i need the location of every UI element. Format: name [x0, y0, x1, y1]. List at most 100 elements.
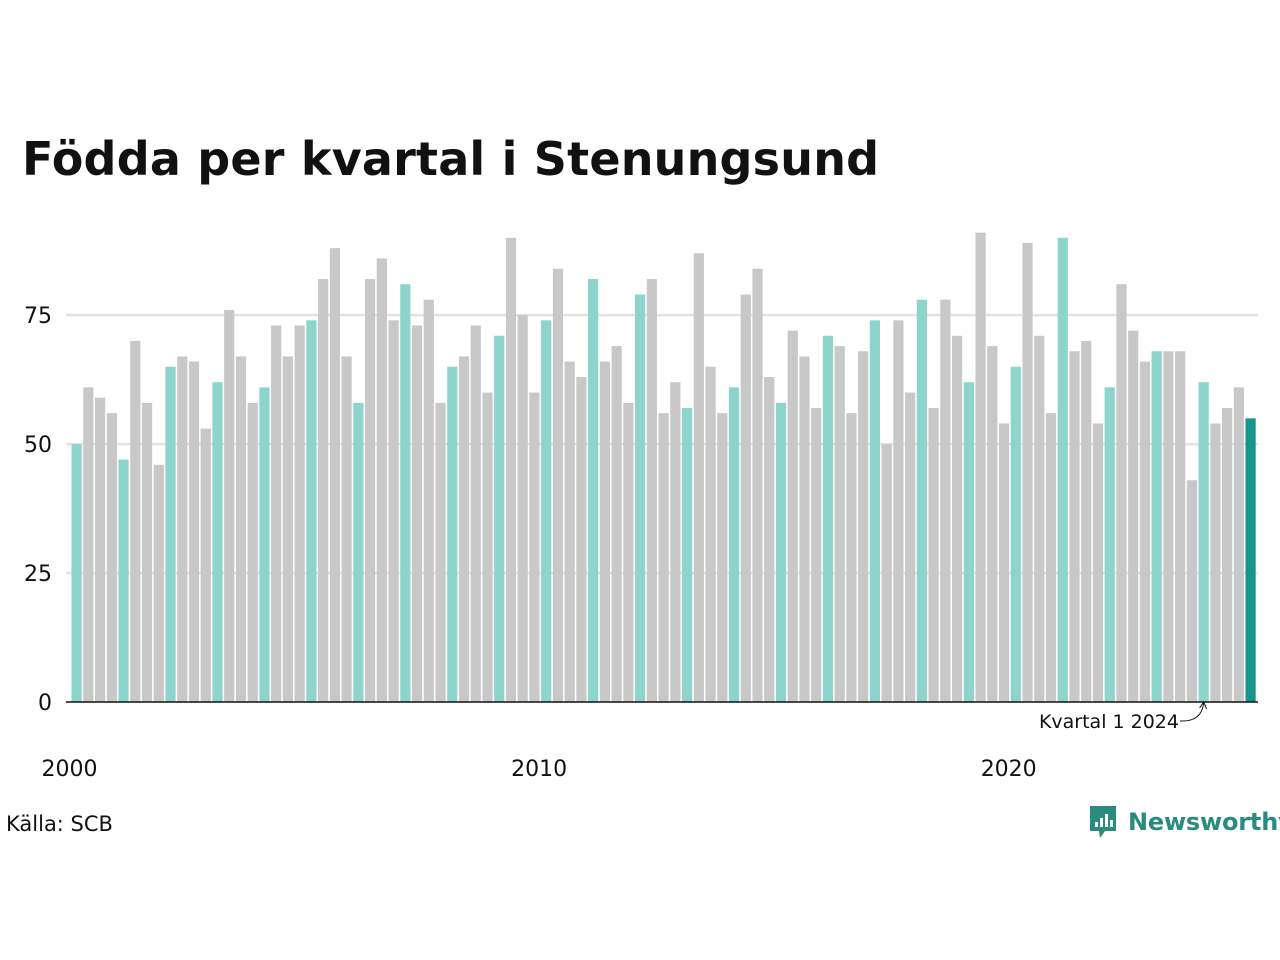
- bar: [599, 361, 610, 702]
- axes: 0 25 50 75 2000 2010 2020: [24, 304, 1258, 782]
- bar: [353, 402, 364, 702]
- bar: [681, 408, 693, 702]
- bar: [975, 232, 986, 702]
- bar: [670, 382, 681, 702]
- bar: [541, 320, 552, 702]
- bar: [1222, 408, 1233, 702]
- bar: [365, 279, 376, 702]
- bar: [775, 402, 787, 702]
- bar: [447, 366, 458, 702]
- bar: [94, 397, 106, 702]
- bar: [259, 387, 270, 702]
- bar: [1034, 335, 1045, 702]
- bar: [881, 444, 892, 702]
- brand-logo: Newsworthy: [1088, 804, 1280, 840]
- bar: [1104, 387, 1115, 702]
- bar: [306, 320, 317, 702]
- bar: [1128, 330, 1139, 702]
- bar: [1139, 361, 1151, 702]
- bar: [318, 279, 329, 702]
- bar: [787, 330, 798, 702]
- bar: [1081, 340, 1092, 702]
- bar: [1022, 242, 1033, 702]
- bar: [811, 408, 822, 702]
- bar: [400, 284, 411, 702]
- bar: [952, 335, 963, 702]
- bar: [1163, 351, 1174, 702]
- bar: [858, 351, 869, 702]
- bar: [411, 325, 423, 702]
- bar: [1010, 366, 1021, 702]
- bar: [764, 377, 775, 702]
- brand-name: Newsworthy: [1128, 808, 1280, 836]
- bar: [623, 402, 634, 702]
- bar: [846, 413, 857, 702]
- bar: [517, 315, 528, 702]
- bar: [799, 356, 810, 702]
- annotation-arrow: [1179, 702, 1205, 722]
- bar: [869, 320, 881, 702]
- newsworthy-logo-icon: [1090, 806, 1116, 838]
- bar: [1175, 351, 1186, 702]
- bar: [423, 299, 434, 702]
- bar: [118, 459, 129, 702]
- bar: [1245, 418, 1256, 702]
- bar: [341, 356, 352, 702]
- x-tick-label: 2010: [511, 757, 567, 782]
- bar: [564, 361, 575, 702]
- x-tick-label: 2020: [981, 757, 1037, 782]
- bar: [294, 325, 305, 702]
- bar: [1210, 423, 1221, 702]
- bar: [482, 392, 493, 702]
- bar: [611, 346, 622, 702]
- bar: [247, 402, 258, 702]
- y-tick-label: 0: [38, 691, 52, 716]
- bar: [940, 299, 951, 702]
- bar: [588, 279, 599, 702]
- bar: [1092, 423, 1104, 702]
- bar: [212, 382, 223, 702]
- bar: [728, 387, 740, 702]
- bar: [1233, 387, 1244, 702]
- bar: [376, 258, 387, 702]
- y-tick-label: 25: [24, 562, 52, 587]
- bar: [271, 325, 282, 702]
- bar: [1186, 480, 1197, 702]
- bar-chart: 0 25 50 75 2000 2010 2020 Kvartal 1 2024: [24, 232, 1258, 782]
- y-tick-label: 75: [24, 304, 52, 329]
- bar: [576, 377, 587, 702]
- bar: [388, 320, 399, 702]
- bar: [83, 387, 94, 702]
- bar: [529, 392, 540, 702]
- annotation-label: Kvartal 1 2024: [1039, 711, 1179, 733]
- y-tick-label: 50: [24, 433, 52, 458]
- x-tick-label: 2000: [42, 757, 98, 782]
- bar: [505, 237, 517, 703]
- bar: [130, 340, 141, 702]
- bar: [552, 268, 564, 702]
- bar: [141, 402, 153, 702]
- bar: [235, 356, 247, 702]
- bar: [282, 356, 294, 702]
- bar: [1045, 413, 1057, 702]
- bar: [153, 464, 164, 702]
- bar: [998, 423, 1010, 702]
- bar: [705, 366, 716, 702]
- bar: [1151, 351, 1162, 702]
- bar: [329, 248, 340, 703]
- bar: [963, 382, 974, 702]
- source-note: Källa: SCB: [6, 812, 113, 836]
- bar: [71, 444, 82, 702]
- chart-title: Födda per kvartal i Stenungsund: [22, 132, 880, 186]
- bar: [658, 413, 669, 702]
- bar: [740, 294, 751, 702]
- bar: [893, 320, 904, 702]
- bar: [106, 413, 117, 702]
- bar: [458, 356, 470, 702]
- bar: [435, 402, 446, 702]
- bar: [987, 346, 998, 702]
- bar: [1057, 237, 1068, 703]
- bar: [1069, 351, 1080, 702]
- bar: [752, 268, 763, 702]
- bar: [635, 294, 646, 702]
